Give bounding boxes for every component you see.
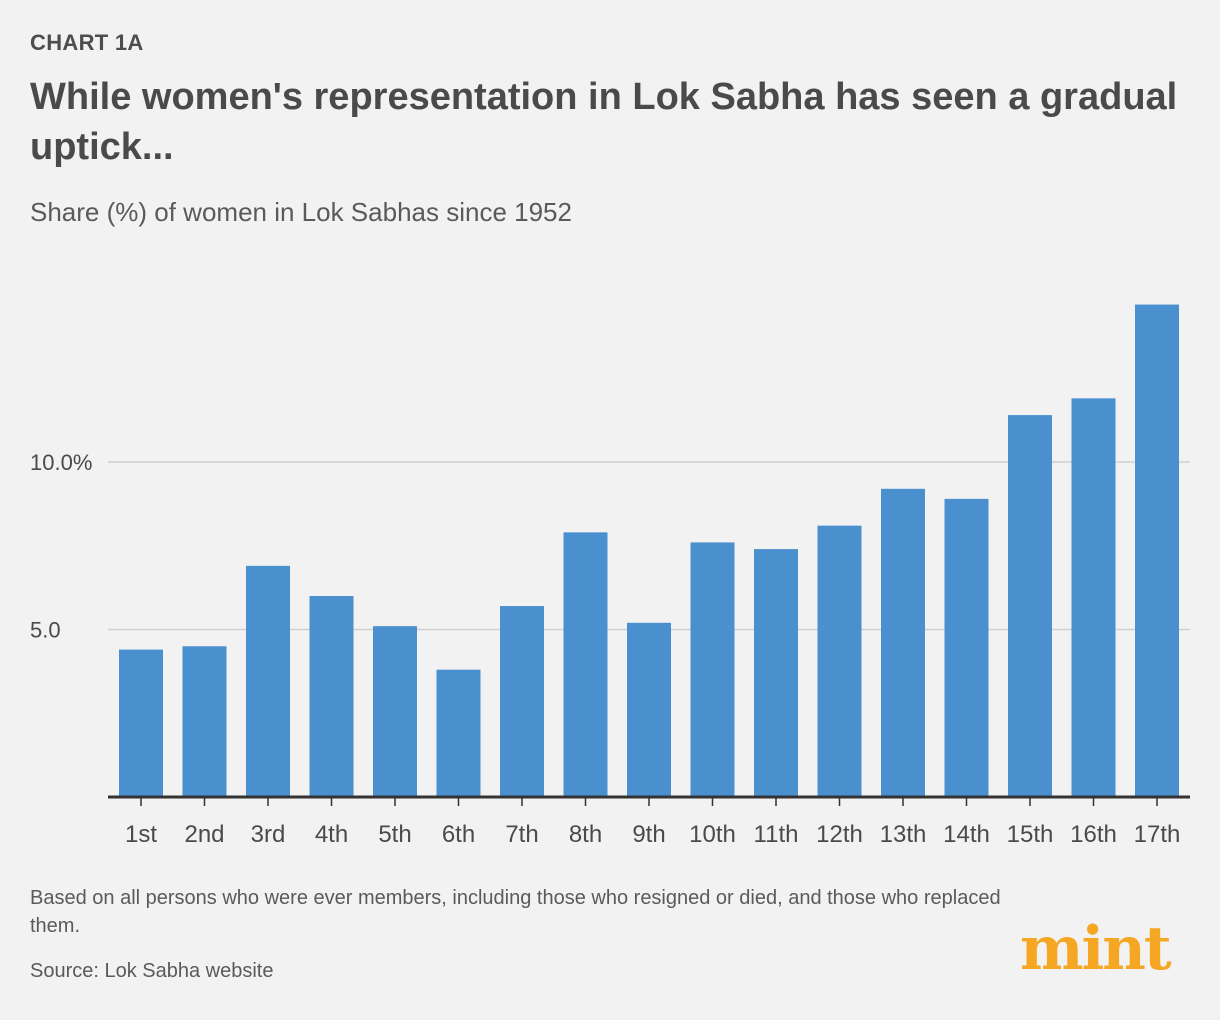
bar [627,622,671,797]
bar [944,498,989,797]
x-tick-label: 1st [125,821,157,848]
x-tick-label: 7th [505,821,538,848]
bar [182,646,227,797]
bar [119,649,163,797]
x-tick-label: 2nd [184,821,224,848]
x-tick-label: 14th [943,821,990,848]
bar [690,542,735,797]
chart-subtitle: Share (%) of women in Lok Sabhas since 1… [30,197,572,227]
bar [881,488,925,797]
bar [500,606,544,797]
x-tick-label: 17th [1134,821,1181,848]
x-tick-label: 9th [632,821,665,848]
bar-chart: 5.0 10.0% 1st 2nd 3rd 4th 5th 6th 7th 8th 9th 10th 1… [30,304,1190,848]
bar [1071,398,1116,797]
chart-kicker: CHART 1A [30,30,144,55]
x-tick-label: 4th [315,821,348,848]
bar [817,525,862,797]
bar [754,549,798,797]
bar [246,565,290,797]
x-tick-label: 8th [569,821,602,848]
bar [436,669,481,797]
chart-title: While women's representation in Lok Sabh… [30,76,1178,168]
x-tick-label: 11th [754,821,799,848]
mint-logo: mint [1020,914,1172,984]
bar [1135,304,1179,797]
source-note: Source: Lok Sabha website [30,960,274,982]
footnote: Based on all persons who were ever membe… [30,887,1001,937]
x-tick-label: 10th [689,821,736,848]
y-tick-label: 5.0 [30,618,61,643]
x-tick-label: 12th [816,821,863,848]
x-tick-label: 16th [1070,821,1117,848]
x-tick-label: 5th [378,821,411,848]
bar [1008,415,1052,797]
x-tick-label: 15th [1007,821,1054,848]
bar [309,596,354,797]
bar [563,532,608,797]
bar [373,626,417,797]
x-tick-label: 3rd [251,821,286,848]
x-tick-label: 13th [880,821,927,848]
y-tick-label: 10.0% [30,450,92,475]
x-tick-label: 6th [442,821,475,848]
